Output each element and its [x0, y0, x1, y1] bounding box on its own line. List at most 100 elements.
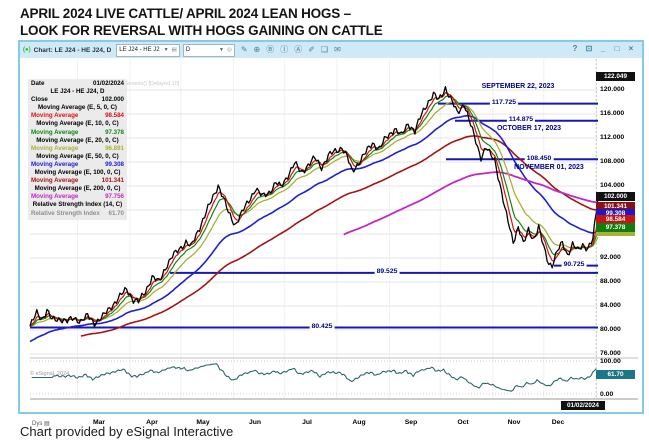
legend-row: Relative Strength Index (14, C) — [32, 201, 123, 209]
level-label-89.525: 89.525 — [374, 268, 400, 277]
interval-settings-icon[interactable]: ◎ — [227, 47, 232, 53]
price-tick-label: 76.000 — [600, 350, 621, 357]
interval-combo-value: D — [185, 47, 191, 53]
date-annotation: OCTOBER 17, 2023 — [496, 125, 562, 133]
ema10-line — [29, 95, 599, 327]
legend-value: 98.584 — [105, 112, 124, 120]
month-label: Aug — [352, 419, 366, 426]
symbol-combo-value: LE J24 - HE J2 — [119, 47, 160, 53]
notes-icon[interactable]: ❏ — [320, 45, 329, 54]
legend-row: Moving Average 97.378 — [28, 129, 127, 137]
level-label-117.725: 117.725 — [489, 99, 519, 108]
circled-i-icon[interactable]: Ⓘ — [280, 45, 289, 54]
interval-combo[interactable]: D ▼ ◎ — [182, 43, 235, 57]
legend-value: 61.70 — [108, 209, 124, 217]
legend-row: Close 102.000 — [28, 96, 127, 104]
legend-label: Date — [31, 80, 45, 87]
price-tick-label: 116.000 — [600, 110, 625, 117]
month-label: May — [196, 419, 210, 426]
symbol-combo[interactable]: LE J24 - HE J2 ▼ ▤ — [116, 43, 180, 57]
popout-button[interactable]: ⊡ — [585, 44, 593, 53]
month-label: Dec — [551, 419, 565, 426]
legend-row: Date 01/02/2024 — [28, 80, 127, 88]
legend-row: Moving Average 96.891 — [28, 145, 127, 153]
price-value-badge: 101.341 — [596, 201, 635, 211]
close-button[interactable]: × — [628, 44, 634, 53]
minimize-button[interactable]: _ — [600, 44, 606, 53]
price-value-badge: 102.000 — [596, 192, 635, 201]
delayed-data-note: Generic() [Delayed 10] — [124, 81, 180, 87]
pencil-icon[interactable]: ✎ — [240, 45, 248, 54]
month-label: Oct — [457, 419, 469, 426]
price-tick-label: 120.000 — [600, 86, 625, 93]
legend-value: 101.341 — [101, 177, 124, 185]
month-label: Sep — [404, 419, 418, 426]
month-label: Apr — [146, 419, 158, 426]
pen-icon[interactable]: ✐ — [308, 45, 315, 54]
symbol-list-icon[interactable]: ▤ — [171, 47, 177, 53]
rsi-tick-label: 100.00 — [600, 358, 621, 365]
window-titlebar[interactable]: (●) Chart: LE J24 - HE J24, D LE J24 - H… — [20, 42, 642, 58]
legend-label: Moving Average — [31, 160, 79, 168]
axis-interval-label[interactable]: Dys ▤ — [32, 421, 50, 427]
circled-b-icon[interactable]: Ⓑ — [266, 45, 275, 54]
price-value-badge: 97.378 — [596, 223, 635, 232]
help-button[interactable]: ? — [572, 44, 578, 53]
page-title-line2: LOOK FOR REVERSAL WITH HOGS GAINING ON C… — [20, 23, 383, 38]
price-value-badge — [596, 232, 635, 236]
legend-value: 99.308 — [105, 160, 124, 168]
price-tick-label: 88.000 — [600, 278, 621, 285]
level-label-80.425: 80.425 — [309, 322, 335, 331]
legend-value: 102.000 — [101, 96, 124, 104]
price-value-badge: 99.308 — [596, 208, 635, 218]
legend-value: 97.378 — [105, 128, 124, 136]
legend-label: Close — [31, 96, 48, 104]
legend-row: Moving Average 99.308 — [28, 161, 127, 169]
chevron-down-icon[interactable]: ▼ — [163, 47, 169, 53]
circled-a-icon[interactable]: Ⓐ — [294, 45, 303, 54]
message-icon[interactable]: ✉ — [334, 45, 341, 54]
legend-value: 97.756 — [105, 193, 124, 201]
legend-label: Relative Strength Index — [31, 209, 100, 217]
legend-label: Moving Average — [31, 128, 79, 136]
maximize-button[interactable]: □ — [614, 44, 620, 53]
price-tick-label: 104.000 — [600, 182, 625, 189]
chart-window: (●) Chart: LE J24 - HE J24, D LE J24 - H… — [18, 40, 644, 427]
price-tick-label: 112.000 — [600, 134, 625, 141]
legend-row: Moving Average (E, 200, 0, C) — [34, 185, 121, 193]
month-label: Jun — [248, 419, 262, 426]
price-line — [29, 86, 599, 328]
price-tick-label: 80.000 — [600, 326, 621, 333]
legend-label: Moving Average — [31, 177, 79, 185]
legend-row: Moving Average 97.756 — [28, 193, 127, 201]
month-label: Jul — [302, 419, 312, 426]
window-controls: ? ⊡ _ □ × — [568, 44, 638, 53]
ema20-line — [29, 101, 599, 328]
rsi-line — [31, 363, 597, 392]
legend-row: Moving Average (E, 20, 0, C) — [36, 136, 119, 144]
ema200-line — [343, 171, 598, 236]
legend-label: Moving Average — [31, 144, 79, 152]
esignal-watermark: © eSignal, 2024 — [30, 371, 70, 377]
circle-tool-icon[interactable]: ⊕ — [253, 45, 261, 54]
date-annotation: NOVEMBER 01, 2023 — [514, 163, 584, 171]
price-value-badge: 98.584 — [596, 214, 635, 224]
legend-row: Moving Average (E, 5, 0, C) — [38, 104, 117, 112]
ema100-line — [80, 135, 599, 337]
legend-row: Moving Average (E, 10, 0, C) — [36, 120, 119, 128]
legend-label: Moving Average — [31, 193, 79, 201]
month-label: Nov — [507, 419, 521, 426]
legend-value: 96.891 — [105, 144, 124, 152]
chart-body[interactable]: Generic() [Delayed 10] © eSignal, 2024 D… — [22, 58, 640, 427]
chevron-down-icon[interactable]: ▼ — [219, 47, 224, 53]
date-annotation: SEPTEMBER 22, 2023 — [481, 82, 555, 90]
price-tick-label: 84.000 — [600, 302, 621, 309]
ema50-line — [29, 114, 599, 343]
legend-label: Moving Average — [31, 112, 79, 120]
level-label-108.450: 108.450 — [524, 154, 554, 163]
drawing-toolbar: ✎ ⊕ Ⓑ Ⓘ Ⓐ ✐ ❏ ✉ — [238, 45, 344, 55]
window-title: Chart: LE J24 - HE J24, D — [33, 46, 112, 54]
level-label-114.875: 114.875 — [506, 116, 536, 125]
legend-row: Moving Average 98.584 — [28, 112, 127, 120]
